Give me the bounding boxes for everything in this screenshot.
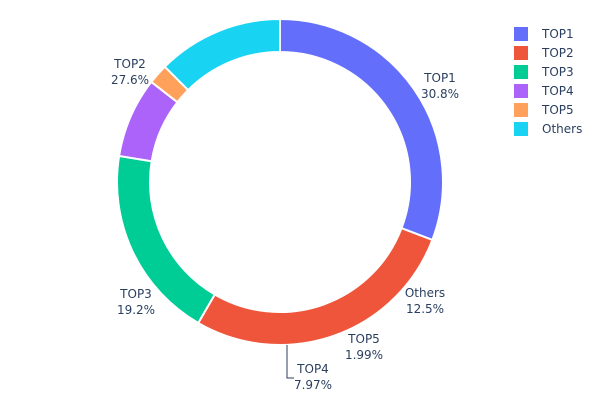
- slice-label-top2: TOP2: [113, 57, 146, 71]
- legend-label-top2[interactable]: TOP2: [541, 46, 574, 60]
- slice-label-top1: TOP1: [423, 71, 456, 85]
- legend-label-top3[interactable]: TOP3: [541, 65, 574, 79]
- legend-label-top5[interactable]: TOP5: [541, 103, 574, 117]
- slice-label-top3: TOP3: [119, 287, 152, 301]
- slice-percent-top1: 30.8%: [421, 87, 459, 101]
- slice-percent-top4: 7.97%: [294, 378, 332, 392]
- legend-label-top4[interactable]: TOP4: [541, 84, 574, 98]
- leader-line-top4: [286, 345, 294, 379]
- legend-swatch-top1[interactable]: [514, 27, 528, 41]
- legend-swatch-top2[interactable]: [514, 46, 528, 60]
- slice-others: [163, 17, 281, 92]
- slice-percent-top3: 19.2%: [117, 303, 155, 317]
- legend-swatch-top5[interactable]: [514, 103, 528, 117]
- slice-percent-top5: 1.99%: [345, 348, 383, 362]
- legend-swatch-top3[interactable]: [514, 65, 528, 79]
- slice-label-top4: TOP4: [296, 362, 329, 376]
- legend: TOP1 TOP2 TOP3 TOP4 TOP5 Others: [514, 27, 582, 136]
- legend-swatch-top4[interactable]: [514, 84, 528, 98]
- slice-percent-others: 12.5%: [406, 302, 444, 316]
- legend-label-top1[interactable]: TOP1: [541, 27, 574, 41]
- slices: [116, 17, 444, 346]
- slice-labels: TOP1 30.8% TOP2 27.6% TOP3 19.2% TOP4 7.97% TOP5…: [111, 57, 459, 392]
- slice-percent-top2: 27.6%: [111, 73, 149, 87]
- slice-label-others: Others: [405, 286, 445, 300]
- legend-swatch-others[interactable]: [514, 122, 528, 136]
- legend-label-others[interactable]: Others: [542, 122, 582, 136]
- slice-label-top5: TOP5: [347, 332, 380, 346]
